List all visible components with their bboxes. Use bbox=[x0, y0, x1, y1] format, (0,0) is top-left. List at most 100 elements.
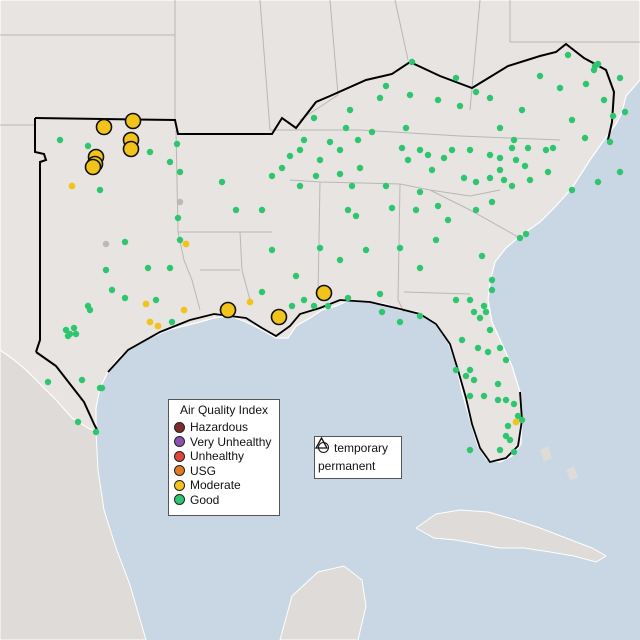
good-monitor-marker[interactable] bbox=[458, 336, 466, 344]
good-monitor-marker[interactable] bbox=[600, 96, 608, 104]
good-monitor-marker[interactable] bbox=[476, 314, 484, 322]
good-monitor-marker[interactable] bbox=[522, 230, 530, 238]
good-monitor-marker[interactable] bbox=[416, 264, 424, 272]
good-monitor-marker[interactable] bbox=[510, 136, 518, 144]
good-monitor-marker[interactable] bbox=[278, 164, 286, 172]
good-monitor-marker[interactable] bbox=[434, 96, 442, 104]
good-monitor-marker[interactable] bbox=[452, 296, 460, 304]
good-monitor-marker[interactable] bbox=[382, 182, 390, 190]
good-monitor-marker[interactable] bbox=[356, 164, 364, 172]
good-monitor-marker[interactable] bbox=[312, 172, 320, 180]
good-monitor-marker[interactable] bbox=[482, 308, 490, 316]
good-monitor-marker[interactable] bbox=[494, 396, 502, 404]
good-monitor-marker[interactable] bbox=[108, 286, 116, 294]
good-monitor-marker[interactable] bbox=[466, 446, 474, 454]
good-monitor-marker[interactable] bbox=[152, 296, 160, 304]
good-monitor-marker[interactable] bbox=[258, 288, 266, 296]
good-monitor-marker[interactable] bbox=[504, 422, 512, 430]
good-monitor-marker[interactable] bbox=[472, 178, 480, 186]
good-monitor-marker[interactable] bbox=[96, 186, 104, 194]
good-monitor-marker[interactable] bbox=[526, 176, 534, 184]
good-monitor-marker[interactable] bbox=[594, 178, 602, 186]
good-monitor-marker[interactable] bbox=[402, 124, 410, 132]
good-monitor-marker[interactable] bbox=[494, 380, 502, 388]
good-monitor-marker[interactable] bbox=[606, 138, 614, 146]
good-monitor-marker[interactable] bbox=[444, 216, 452, 224]
good-monitor-marker[interactable] bbox=[472, 88, 480, 96]
good-monitor-marker[interactable] bbox=[466, 296, 474, 304]
good-monitor-marker[interactable] bbox=[474, 344, 482, 352]
moderate-monitor-marker[interactable] bbox=[246, 298, 254, 306]
good-monitor-marker[interactable] bbox=[508, 144, 516, 152]
good-monitor-marker[interactable] bbox=[173, 140, 181, 148]
no-data-monitor-marker[interactable] bbox=[102, 240, 110, 248]
good-monitor-marker[interactable] bbox=[78, 376, 86, 384]
good-monitor-marker[interactable] bbox=[460, 174, 468, 182]
good-monitor-marker[interactable] bbox=[549, 144, 557, 152]
good-monitor-marker[interactable] bbox=[496, 446, 504, 454]
good-monitor-marker[interactable] bbox=[74, 418, 82, 426]
good-monitor-marker[interactable] bbox=[486, 94, 494, 102]
good-monitor-marker[interactable] bbox=[288, 302, 296, 310]
good-monitor-marker[interactable] bbox=[342, 124, 350, 132]
good-monitor-marker[interactable] bbox=[324, 302, 332, 310]
good-monitor-marker[interactable] bbox=[44, 378, 52, 386]
moderate-monitor-marker[interactable] bbox=[182, 240, 190, 248]
good-monitor-marker[interactable] bbox=[514, 412, 522, 420]
good-monitor-marker[interactable] bbox=[581, 134, 589, 142]
good-monitor-marker[interactable] bbox=[396, 318, 404, 326]
good-monitor-marker[interactable] bbox=[524, 144, 532, 152]
moderate-monitor-marker[interactable] bbox=[142, 300, 150, 308]
good-monitor-marker[interactable] bbox=[488, 286, 496, 294]
good-monitor-marker[interactable] bbox=[512, 156, 520, 164]
good-monitor-marker[interactable] bbox=[64, 332, 72, 340]
good-monitor-marker[interactable] bbox=[232, 206, 240, 214]
good-monitor-marker[interactable] bbox=[488, 198, 496, 206]
good-monitor-marker[interactable] bbox=[434, 202, 442, 210]
good-monitor-marker[interactable] bbox=[336, 170, 344, 178]
good-monitor-marker[interactable] bbox=[496, 166, 504, 174]
good-monitor-marker[interactable] bbox=[521, 162, 529, 170]
good-monitor-marker[interactable] bbox=[310, 302, 318, 310]
good-monitor-marker[interactable] bbox=[376, 94, 384, 102]
good-monitor-marker[interactable] bbox=[416, 146, 424, 154]
good-monitor-marker[interactable] bbox=[496, 154, 504, 162]
good-monitor-marker[interactable] bbox=[480, 392, 488, 400]
good-monitor-marker[interactable] bbox=[508, 182, 516, 190]
good-monitor-marker[interactable] bbox=[502, 396, 510, 404]
good-monitor-marker[interactable] bbox=[416, 188, 424, 196]
good-monitor-marker[interactable] bbox=[98, 384, 106, 392]
good-monitor-marker[interactable] bbox=[70, 324, 78, 332]
good-monitor-marker[interactable] bbox=[296, 146, 304, 154]
good-monitor-marker[interactable] bbox=[368, 128, 376, 136]
good-monitor-marker[interactable] bbox=[268, 246, 276, 254]
good-monitor-marker[interactable] bbox=[472, 206, 480, 214]
moderate-temporary-monitor-marker[interactable] bbox=[95, 118, 113, 136]
good-monitor-marker[interactable] bbox=[496, 344, 504, 352]
good-monitor-marker[interactable] bbox=[336, 146, 344, 154]
good-monitor-marker[interactable] bbox=[72, 330, 80, 338]
good-monitor-marker[interactable] bbox=[376, 290, 384, 298]
good-monitor-marker[interactable] bbox=[466, 366, 474, 374]
good-monitor-marker[interactable] bbox=[56, 136, 64, 144]
good-monitor-marker[interactable] bbox=[86, 306, 94, 314]
good-monitor-marker[interactable] bbox=[590, 66, 598, 74]
good-monitor-marker[interactable] bbox=[448, 146, 456, 154]
good-monitor-marker[interactable] bbox=[564, 51, 572, 59]
good-monitor-marker[interactable] bbox=[396, 244, 404, 252]
no-data-monitor-marker[interactable] bbox=[176, 198, 184, 206]
good-monitor-marker[interactable] bbox=[470, 308, 478, 316]
moderate-temporary-monitor-marker[interactable] bbox=[122, 140, 140, 158]
moderate-monitor-marker[interactable] bbox=[68, 182, 76, 190]
good-monitor-marker[interactable] bbox=[518, 106, 526, 114]
good-monitor-marker[interactable] bbox=[544, 168, 552, 176]
good-monitor-marker[interactable] bbox=[486, 151, 494, 159]
good-monitor-marker[interactable] bbox=[268, 172, 276, 180]
good-monitor-marker[interactable] bbox=[398, 144, 406, 152]
good-monitor-marker[interactable] bbox=[480, 302, 488, 310]
good-monitor-marker[interactable] bbox=[432, 236, 440, 244]
good-monitor-marker[interactable] bbox=[348, 182, 356, 190]
good-monitor-marker[interactable] bbox=[466, 392, 474, 400]
good-monitor-marker[interactable] bbox=[218, 178, 226, 186]
